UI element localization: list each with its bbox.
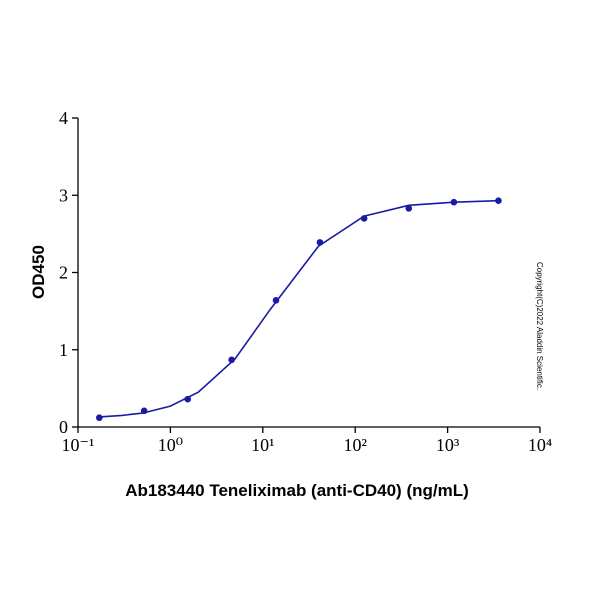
fit-curve xyxy=(99,199,499,418)
y-tick-label: 1 xyxy=(59,340,68,360)
copyright: Copyright(C)2022 Aladdin Scientific. xyxy=(535,262,544,390)
x-tick-label: 10⁻¹ xyxy=(62,435,95,455)
x-tick-label: 10⁴ xyxy=(528,435,552,455)
data-point xyxy=(316,239,324,246)
data-point xyxy=(405,205,413,212)
x-tick-label: 10² xyxy=(343,435,366,455)
data-point xyxy=(495,197,502,204)
y-tick-label: 0 xyxy=(59,417,68,437)
y-axis-label: OD450 xyxy=(29,245,48,299)
data-point xyxy=(140,407,148,415)
data-point xyxy=(228,356,235,364)
y-tick-label: 2 xyxy=(59,263,68,283)
data-point xyxy=(360,215,368,222)
data-point xyxy=(184,395,192,403)
data-point xyxy=(272,297,280,304)
data-point xyxy=(95,414,103,422)
y-tick-label: 3 xyxy=(59,185,68,205)
data-point xyxy=(450,198,458,206)
x-tick-label: 10¹ xyxy=(251,435,274,455)
x-tick-label: 10³ xyxy=(436,435,460,455)
x-tick-label: 10⁰ xyxy=(158,435,183,455)
x-axis-label: Ab183440 Teneliximab (anti-CD40) (ng/mL) xyxy=(125,481,469,500)
y-tick-label: 4 xyxy=(59,108,68,128)
